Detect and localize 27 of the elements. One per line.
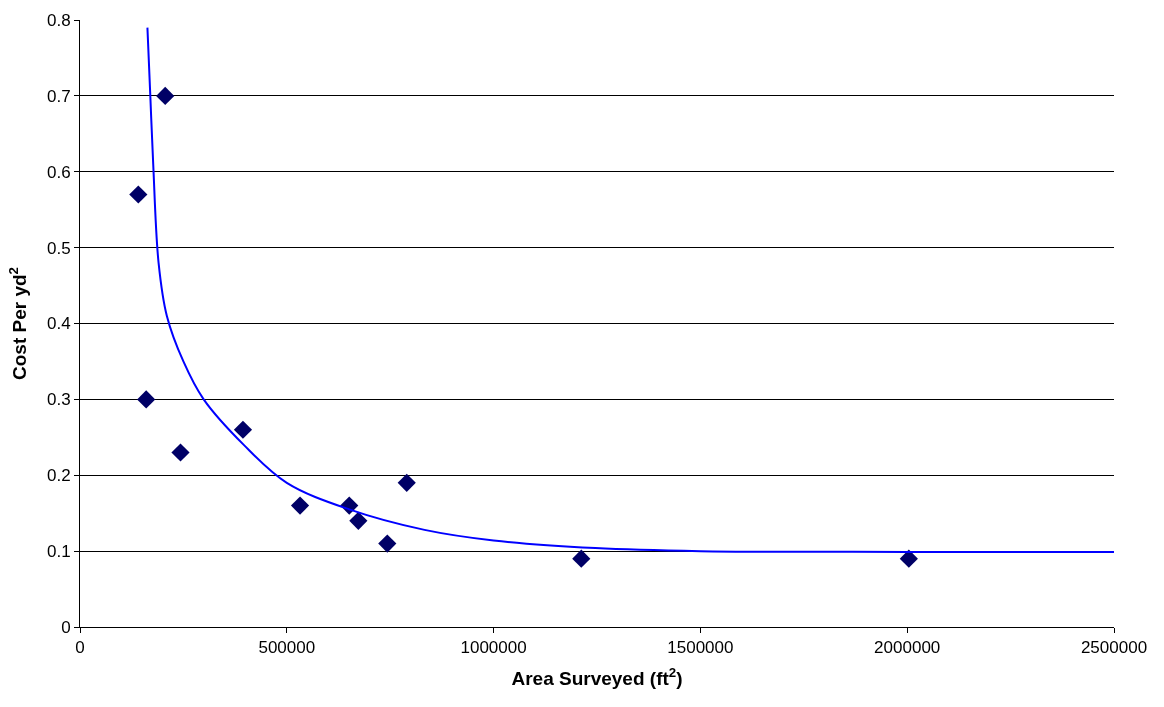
x-tick-label: 2000000 xyxy=(874,638,941,658)
point xyxy=(397,473,416,492)
x-axis-title: Area Surveyed (ft$^{2}$) xyxy=(511,665,683,690)
point xyxy=(137,390,156,409)
y-tick-label: 0.1 xyxy=(46,542,71,562)
point xyxy=(290,496,310,515)
point xyxy=(156,86,175,105)
y-tick-label: 0.6 xyxy=(46,162,71,182)
y-tick-label: 0.5 xyxy=(46,238,71,258)
y-tick-label: 0.3 xyxy=(46,390,71,410)
x-tick-label: 1500000 xyxy=(667,638,734,658)
x-tick-label: 0 xyxy=(75,638,85,658)
y-tick-label: 0 xyxy=(61,617,71,637)
point xyxy=(171,443,190,462)
y-tick-label: 0.7 xyxy=(46,86,71,106)
point xyxy=(572,549,591,568)
x-tick-label: 500000 xyxy=(258,638,316,658)
y-tick-label: 0.4 xyxy=(46,314,71,334)
point xyxy=(899,549,918,568)
x-tick-label: 1000000 xyxy=(460,638,527,658)
y-tick-label: 0.2 xyxy=(46,466,71,486)
point xyxy=(233,420,253,439)
y-tick-label: 0.8 xyxy=(46,10,71,30)
x-tick-label: 2500000 xyxy=(1080,638,1148,658)
point xyxy=(129,185,148,204)
point xyxy=(349,511,368,530)
point xyxy=(378,534,397,553)
